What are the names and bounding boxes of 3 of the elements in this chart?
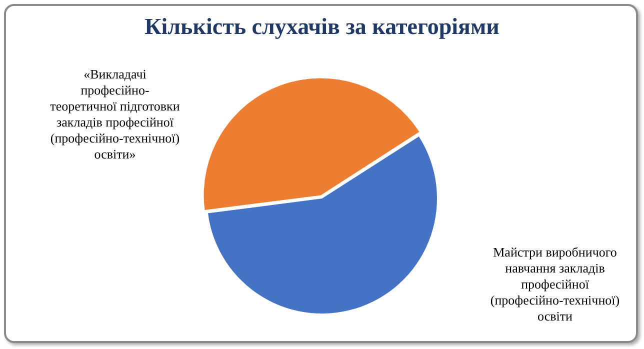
slice-label: Майстри виробничого навчання закладів професійної (професійно-технічної) освіти: [490, 244, 620, 324]
chart-title: Кількість слухачів за категоріями: [144, 14, 500, 40]
slice-label: «Викладачі професійно-теоретичної підготовки закладів професійної (професійно-технічної) освіти»: [50, 66, 180, 162]
